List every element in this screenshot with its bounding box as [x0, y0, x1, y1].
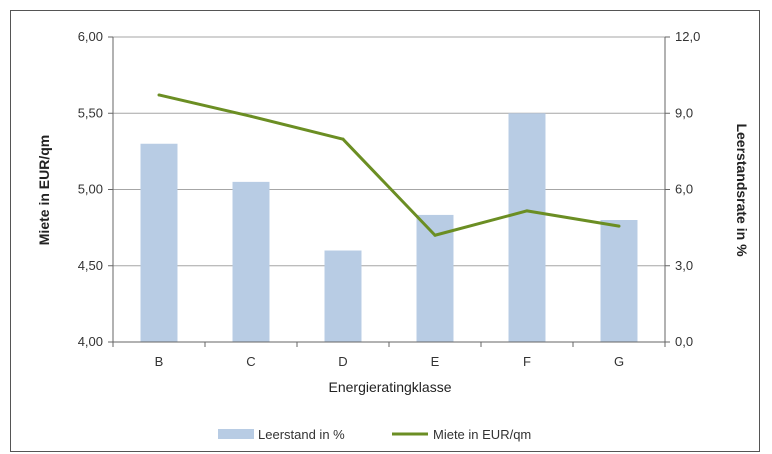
line-point-F [525, 209, 529, 213]
legend-swatch-bar [218, 429, 254, 439]
left-axis-ticks: 4,00 4,50 5,00 5,50 6,00 [78, 29, 103, 349]
x-axis-ticks: B C D E F G [155, 354, 624, 369]
tick-label-left: 4,50 [78, 258, 103, 273]
y-axis-right-title: Leerstandsrate in % [734, 123, 750, 257]
bar-D [324, 250, 362, 342]
legend-label-line: Miete in EUR/qm [433, 427, 531, 442]
line-point-B [157, 93, 161, 97]
tick-label-left: 5,00 [78, 182, 103, 197]
line-series [157, 93, 621, 237]
tick-label-right: 12,0 [675, 29, 700, 44]
tick-label-left: 4,00 [78, 334, 103, 349]
tick-label-x: G [614, 354, 624, 369]
bar-G [600, 220, 638, 342]
tick-label-left: 5,50 [78, 105, 103, 120]
tick-label-x: F [523, 354, 531, 369]
legend-label-bar: Leerstand in % [258, 427, 345, 442]
tick-label-right: 9,0 [675, 105, 693, 120]
right-axis-ticks: 0,0 3,0 6,0 9,0 12,0 [675, 29, 700, 349]
tick-label-right: 6,0 [675, 182, 693, 197]
axes [108, 36, 670, 347]
x-axis-title: Energieratingklasse [329, 379, 452, 395]
tick-label-x: E [431, 354, 440, 369]
gridlines [113, 36, 665, 343]
bar-B [140, 143, 178, 342]
tick-label-x: C [246, 354, 255, 369]
tick-label-x: B [155, 354, 164, 369]
legend: Leerstand in % Miete in EUR/qm [218, 427, 531, 442]
tick-label-left: 6,00 [78, 29, 103, 44]
tick-label-x: D [338, 354, 347, 369]
line-point-C [249, 114, 253, 118]
tick-label-right: 3,0 [675, 258, 693, 273]
y-axis-left-title: Miete in EUR/qm [36, 135, 52, 245]
line-miete [158, 93, 620, 237]
line-point-D [341, 137, 345, 141]
line-point-E [433, 233, 437, 237]
bar-F [508, 113, 546, 342]
tick-label-right: 0,0 [675, 334, 693, 349]
line-point-G [617, 224, 621, 228]
bar-series [140, 113, 638, 342]
bar-C [232, 181, 270, 342]
